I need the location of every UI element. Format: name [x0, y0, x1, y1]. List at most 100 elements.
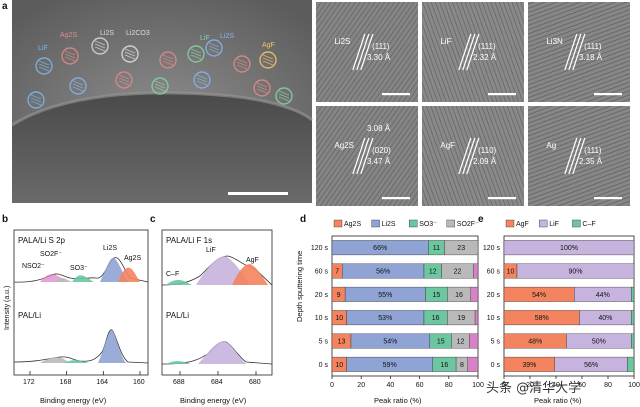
legend-swatch [446, 219, 455, 228]
tile-phase-label: LiF [440, 37, 451, 46]
bar-value-label: 23 [457, 245, 465, 252]
legend-label: C–F [582, 221, 595, 228]
panel-d-ylabel: Depth sputtering time [295, 251, 304, 322]
lattice-spacing-marker [466, 33, 480, 71]
hrtem-tile: Li3N (111) 3.18 Å [528, 2, 630, 102]
panel-c-top-title: PALA/Li F 1s [166, 236, 212, 245]
lattice-spacing-marker [356, 137, 370, 175]
lattice-spacing-marker [352, 33, 366, 71]
x-tick-label: 164 [96, 379, 108, 386]
tile-plane-label: (110) [478, 146, 496, 155]
bar-value-label: 40% [598, 315, 612, 322]
overview-lattice-marker [27, 91, 45, 109]
bar-value-label: 16 [432, 315, 440, 322]
panel-b-bottom-title: PAL/Li [18, 311, 41, 320]
bar-value-label: 8 [460, 362, 464, 369]
overview-lattice-marker [233, 55, 251, 73]
panel-c-bottom-title: PAL/Li [166, 311, 189, 320]
tile-phase-label: Ag [546, 141, 556, 150]
bar-value-label: 22 [454, 269, 462, 276]
tile-plane-label: (020) [372, 146, 391, 155]
panel-letter-c: c [150, 214, 156, 225]
lattice-spacing-marker [458, 137, 472, 175]
bar-value-label: 53% [378, 315, 392, 322]
bar-value-label: 44% [596, 292, 610, 299]
bar-value-label: 48% [528, 339, 542, 346]
x-tick-label: 160 [133, 379, 145, 386]
bar-segment [516, 263, 635, 279]
panel-c-x-ticks: 688 684 680 [173, 371, 261, 386]
overview-lattice-marker [151, 77, 169, 95]
x-tick-label: 100 [628, 382, 640, 389]
overview-phase-label: LiF [38, 45, 48, 52]
bar-segment [444, 240, 479, 256]
x-tick-label: 0 [502, 382, 506, 389]
overview-phase-label: Li2S [100, 30, 114, 37]
peak-label: SO3⁻ [70, 265, 88, 272]
x-tick-label: 80 [604, 382, 612, 389]
peak-label: NSO2⁻ [22, 263, 45, 270]
x-tick-label: 60 [578, 382, 586, 389]
overview-phase-label: Li2CO3 [126, 30, 150, 37]
tile-spacing-label-extra: 3.08 Å [367, 124, 391, 133]
scale-bar [594, 197, 622, 200]
bar-value-label: 12 [457, 339, 465, 346]
hrtem-tile: Ag (111) 2.35 Å [528, 106, 630, 206]
category-label: 10 s [315, 315, 329, 322]
watermark: 头条 @清华大学 [486, 380, 581, 396]
panel-letter-b: b [2, 214, 8, 225]
panel-letter-d: d [300, 214, 306, 225]
overview-lattice-marker [253, 79, 271, 97]
lattice-spacing-marker [352, 137, 366, 175]
plot-frame [331, 235, 479, 377]
bar-value-label: 19 [457, 315, 465, 322]
category-label: 60 s [315, 269, 329, 276]
x-tick-label: 80 [445, 382, 453, 389]
bar-segment [631, 333, 635, 349]
overview-lattice-marker [115, 71, 133, 89]
bar-value-label: 56% [584, 362, 598, 369]
overview-lattice-marker [187, 45, 205, 63]
lattice-spacing-marker [458, 33, 472, 71]
lattice-spacing-marker [572, 33, 586, 71]
x-tick-label: 680 [249, 379, 261, 386]
bar-value-label: 11 [433, 245, 440, 252]
bar-segment [503, 240, 635, 256]
tile-spacing-label: 3.47 Å [367, 157, 391, 166]
legend-label: AgF [516, 221, 529, 228]
overview-phase-labels: Ag2S Li2S Li2CO3 LiF LiF AgF Li2S [38, 30, 275, 52]
panel-e-stacked-bar-chart: 120 s 100% 60 s 10 90% 20 s 54% 44% 10 s 58% 40% 5 … [483, 219, 640, 389]
x-tick-label: 0 [330, 382, 334, 389]
hrtem-tile: Ag2S (020) 3.47 Å 3.08 Å [316, 106, 418, 206]
overview-phase-label: Li2S [220, 33, 234, 40]
bar-value-label: 55% [378, 292, 392, 299]
panel-c-xlabel: Binding energy (eV) [180, 396, 247, 405]
overview-lattice-marker [275, 87, 293, 105]
bar-value-label: 54% [383, 339, 397, 346]
category-label: 5 s [491, 339, 501, 346]
bar-value-label: 12 [429, 269, 437, 276]
lattice-spacing-marker [360, 33, 374, 71]
overview-lattice-marker [35, 57, 53, 75]
tile-plane-label: (111) [584, 42, 602, 51]
bar-segment [473, 263, 479, 279]
legend-swatch [371, 219, 380, 228]
bar-value-label: 9 [337, 292, 341, 299]
lattice-spacing-marker [572, 137, 586, 175]
peak-label: Ag2S [124, 255, 141, 262]
panel-c-xps-f1s: PALA/Li F 1s PAL/Li Binding energy (eV) [161, 229, 273, 405]
category-label: 20 s [315, 292, 329, 299]
bar-value-label: 59% [383, 362, 397, 369]
bar-value-label: 50% [592, 339, 606, 346]
panel-b-frame [13, 229, 149, 376]
tile-phase-label: Li3N [546, 37, 563, 46]
category-label: 10 s [487, 315, 501, 322]
lattice-spacing-marker [462, 137, 476, 175]
panel-b-peak-labels: NSO2⁻ SO2F⁻ SO3⁻ Li2S Ag2S [22, 245, 141, 272]
scale-bar [382, 197, 410, 200]
tile-spacing-label: 3.30 Å [367, 53, 391, 62]
plot-frame [503, 235, 635, 377]
overview-lattice-marker [159, 51, 177, 69]
